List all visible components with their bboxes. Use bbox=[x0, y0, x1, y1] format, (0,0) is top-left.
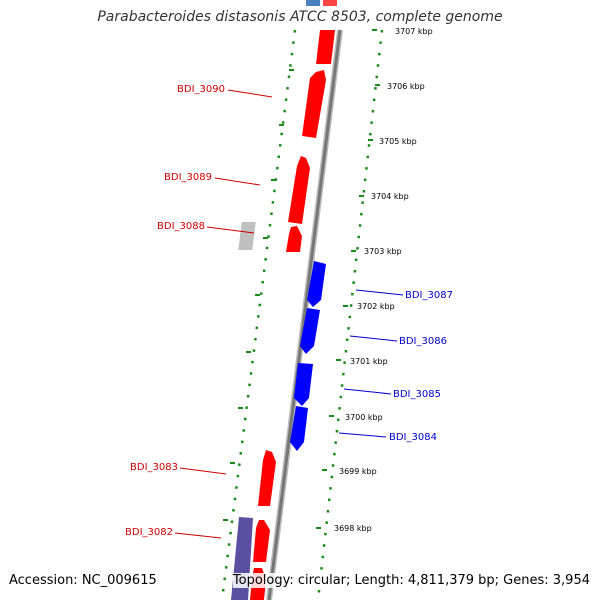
tick-label: 3705 kbp bbox=[379, 137, 417, 146]
gene-arrow-bdi-3089 bbox=[288, 156, 310, 224]
gene-block-top-2 bbox=[323, 0, 337, 6]
gene-label-bdi-3084: BDI_3084 bbox=[389, 432, 437, 443]
gene-label-bdi-3089: BDI_3089 bbox=[164, 172, 212, 183]
accession-text: Accession: NC_009615 bbox=[9, 573, 157, 588]
gene-arrow-bdi-3088 bbox=[238, 222, 256, 250]
forward-gene-labels: BDI_3090 BDI_3089 BDI_3088 BDI_3083 BDI_… bbox=[125, 84, 273, 539]
tick-label: 3700 kbp bbox=[345, 413, 383, 422]
gene-arrow-bdi-3086 bbox=[300, 308, 320, 354]
genome-info-text: Topology: circular; Length: 4,811,379 bp… bbox=[232, 573, 590, 588]
gene-arrow-bdi-3082 bbox=[253, 520, 270, 562]
gene-label-bdi-3085: BDI_3085 bbox=[393, 389, 441, 400]
gene-label-bdi-3088: BDI_3088 bbox=[157, 221, 205, 232]
gene-label-bdi-3090: BDI_3090 bbox=[177, 84, 225, 95]
reverse-gene-labels: BDI_3087 BDI_3086 BDI_3085 BDI_3084 bbox=[338, 289, 453, 443]
tick-label: 3703 kbp bbox=[364, 247, 402, 256]
gene-arrow-bdi-3088a bbox=[286, 226, 302, 252]
gene-label-bdi-3082: BDI_3082 bbox=[125, 527, 173, 538]
gene-arrow-bdi-3090 bbox=[302, 70, 326, 138]
gene-label-bdi-3083: BDI_3083 bbox=[130, 462, 178, 473]
reverse-genes bbox=[290, 261, 326, 451]
tick-label: 3699 kbp bbox=[339, 467, 377, 476]
tick-label: 3702 kbp bbox=[357, 302, 395, 311]
tick-label: 3704 kbp bbox=[371, 192, 409, 201]
tick-label: 3701 kbp bbox=[350, 357, 388, 366]
gene-arrow-bdi-3091 bbox=[316, 30, 335, 64]
genome-axis bbox=[267, 29, 342, 600]
gene-arrow-bdi-3085 bbox=[294, 363, 313, 406]
tick-labels: 3707 kbp 3706 kbp 3705 kbp 3704 kbp 3703… bbox=[334, 27, 433, 533]
forward-genes bbox=[250, 30, 335, 600]
gene-label-bdi-3086: BDI_3086 bbox=[399, 336, 447, 347]
gene-arrow-bdi-3083 bbox=[258, 450, 276, 506]
tick-label: 3706 kbp bbox=[387, 82, 425, 91]
gene-label-bdi-3087: BDI_3087 bbox=[405, 290, 453, 301]
map-title: Parabacteroides distasonis ATCC 8503, co… bbox=[97, 9, 503, 25]
left-scale-ticks bbox=[223, 69, 294, 521]
gene-arrow-bdi-3087 bbox=[307, 261, 326, 307]
tick-label: 3698 kbp bbox=[334, 524, 372, 533]
right-scale-ticks bbox=[316, 29, 380, 529]
tick-label: 3707 kbp bbox=[395, 27, 433, 36]
gene-block-top bbox=[306, 0, 320, 6]
inner-track-boundary bbox=[220, 29, 297, 600]
gene-arrow-bdi-3084 bbox=[290, 406, 308, 451]
